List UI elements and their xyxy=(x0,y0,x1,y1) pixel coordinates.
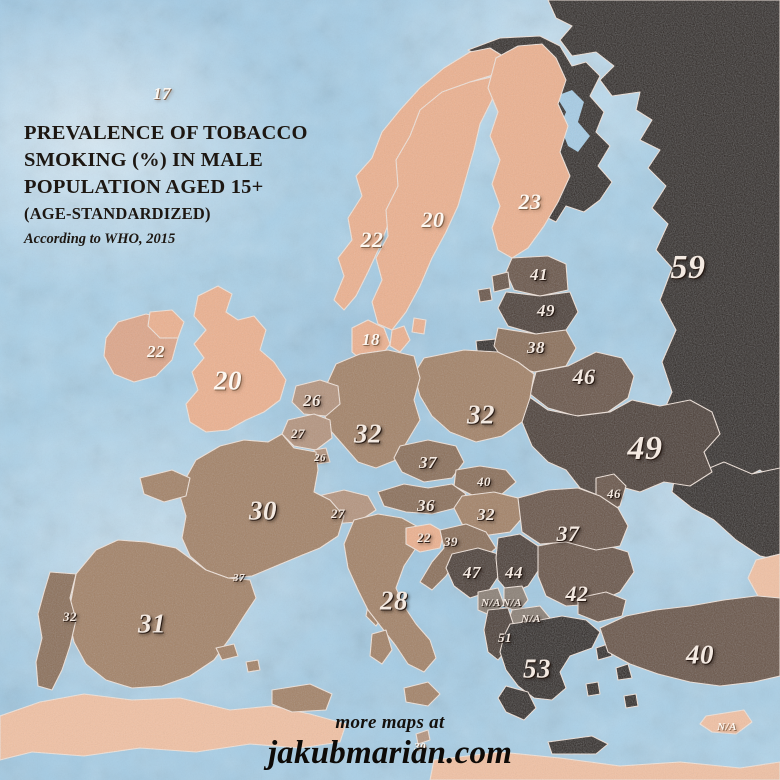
map-footer: more maps at jakubmarian.com xyxy=(0,712,780,772)
footer-website[interactable]: jakubmarian.com xyxy=(267,735,513,771)
title-line-2: SMOKING (%) IN MALE xyxy=(24,149,263,171)
title-line-4: (AGE-STANDARDIZED) xyxy=(24,204,211,223)
region-slovenia xyxy=(405,523,445,553)
title-line-3: POPULATION AGED 15+ xyxy=(24,176,264,198)
title-line-1: PREVALENCE OF TOBACCO xyxy=(24,122,308,144)
region-estonia xyxy=(505,255,569,297)
map-title-block: PREVALENCE OF TOBACCO SMOKING (%) IN MAL… xyxy=(24,120,354,249)
footer-more-label: more maps at xyxy=(335,712,445,733)
title-source: According to WHO, 2015 xyxy=(24,231,176,247)
